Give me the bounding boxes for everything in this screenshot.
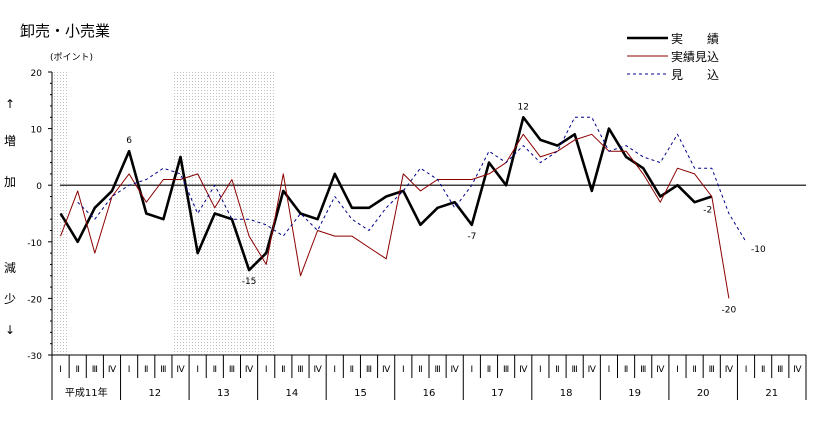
year-label: 20 <box>697 388 710 399</box>
series-line-1 <box>60 133 730 299</box>
quarter-label: Ⅳ <box>588 365 597 375</box>
year-label: 21 <box>765 388 778 399</box>
data-label: 6 <box>126 136 132 146</box>
data-label: -15 <box>242 277 257 287</box>
side-label-char: 少 <box>4 292 16 306</box>
quarter-label: Ⅰ <box>745 365 748 375</box>
y-tick-label: 0 <box>36 182 42 192</box>
quarter-label: Ⅱ <box>144 365 148 375</box>
quarter-label: Ⅰ <box>608 365 611 375</box>
side-label-char: ↑ <box>5 97 15 111</box>
quarter-label: Ⅲ <box>640 365 646 375</box>
quarter-label: Ⅲ <box>777 365 783 375</box>
quarter-label: Ⅱ <box>487 365 491 375</box>
quarter-label: Ⅳ <box>656 365 665 375</box>
quarter-label: Ⅱ <box>418 365 422 375</box>
quarter-label: Ⅰ <box>402 365 405 375</box>
quarter-label: Ⅲ <box>503 365 509 375</box>
data-label: -2 <box>703 206 712 216</box>
quarter-label: Ⅲ <box>709 365 715 375</box>
y-tick-label: -20 <box>27 295 42 305</box>
side-label-char: ↓ <box>5 323 15 337</box>
year-label: 18 <box>560 388 573 399</box>
series-lines <box>59 116 747 299</box>
side-label-char: 加 <box>4 175 16 189</box>
quarter-label: Ⅱ <box>281 365 285 375</box>
quarter-label: Ⅳ <box>793 365 802 375</box>
year-label: 17 <box>491 388 504 399</box>
side-label-char: 増 <box>4 134 16 148</box>
data-label: -20 <box>722 305 737 315</box>
quarter-label: Ⅱ <box>75 365 79 375</box>
shaded-periods <box>52 72 275 355</box>
quarter-label: Ⅱ <box>692 365 696 375</box>
quarter-label: Ⅱ <box>213 365 217 375</box>
y-tick-label: 20 <box>31 69 43 79</box>
series-line-0 <box>59 116 713 272</box>
year-label: 平成11年 <box>65 386 108 399</box>
shaded-period <box>171 72 275 355</box>
chart-title: 卸売・小売業 <box>20 22 110 40</box>
series-line-2 <box>77 116 747 243</box>
quarter-label: Ⅳ <box>176 365 185 375</box>
quarter-label: Ⅲ <box>366 365 372 375</box>
side-label-char: 減 <box>4 260 16 275</box>
legend-label: 見 込 <box>671 68 719 82</box>
quarter-label: Ⅳ <box>245 365 254 375</box>
quarter-label: Ⅱ <box>555 365 559 375</box>
quarter-label: Ⅲ <box>92 365 98 375</box>
quarter-label: Ⅳ <box>519 365 528 375</box>
quarter-label: Ⅲ <box>572 365 578 375</box>
data-label: -10 <box>751 245 766 255</box>
data-label: 12 <box>518 102 529 112</box>
y-tick-label: -10 <box>27 239 42 249</box>
quarter-label: Ⅰ <box>128 365 131 375</box>
quarter-label: Ⅰ <box>676 365 679 375</box>
quarter-label: Ⅳ <box>725 365 734 375</box>
quarter-label: Ⅳ <box>108 365 117 375</box>
quarter-label: Ⅱ <box>624 365 628 375</box>
quarter-label: Ⅰ <box>265 365 268 375</box>
year-label: 19 <box>628 388 641 399</box>
quarter-label: Ⅳ <box>313 365 322 375</box>
y-axis-unit-label: (ポイント) <box>50 52 93 63</box>
quarter-label: Ⅲ <box>229 365 235 375</box>
quarter-label: Ⅲ <box>434 365 440 375</box>
y-tick-label: 10 <box>31 126 43 136</box>
quarter-label: Ⅰ <box>539 365 542 375</box>
quarter-label: Ⅳ <box>382 365 391 375</box>
y-tick-label: -30 <box>27 352 42 362</box>
quarter-label: Ⅰ <box>333 365 336 375</box>
legend-label: 実績見込 <box>671 49 719 64</box>
quarter-label: Ⅱ <box>350 365 354 375</box>
quarter-label: Ⅱ <box>761 365 765 375</box>
year-label: 16 <box>423 388 436 399</box>
year-label: 12 <box>148 388 161 399</box>
legend-label: 実 績 <box>671 31 719 46</box>
year-label: 15 <box>354 388 367 399</box>
quarter-label: Ⅰ <box>59 365 62 375</box>
annotations: 6 -15 -7 12 -2 -20 -10 <box>126 102 766 315</box>
data-label: -7 <box>467 232 476 242</box>
year-label: 14 <box>286 388 299 399</box>
quarter-label: Ⅳ <box>451 365 460 375</box>
quarter-label: Ⅲ <box>160 365 166 375</box>
quarter-label: Ⅲ <box>297 365 303 375</box>
quarter-label: Ⅰ <box>471 365 474 375</box>
year-label: 13 <box>217 388 230 399</box>
quarter-label: Ⅰ <box>196 365 199 375</box>
